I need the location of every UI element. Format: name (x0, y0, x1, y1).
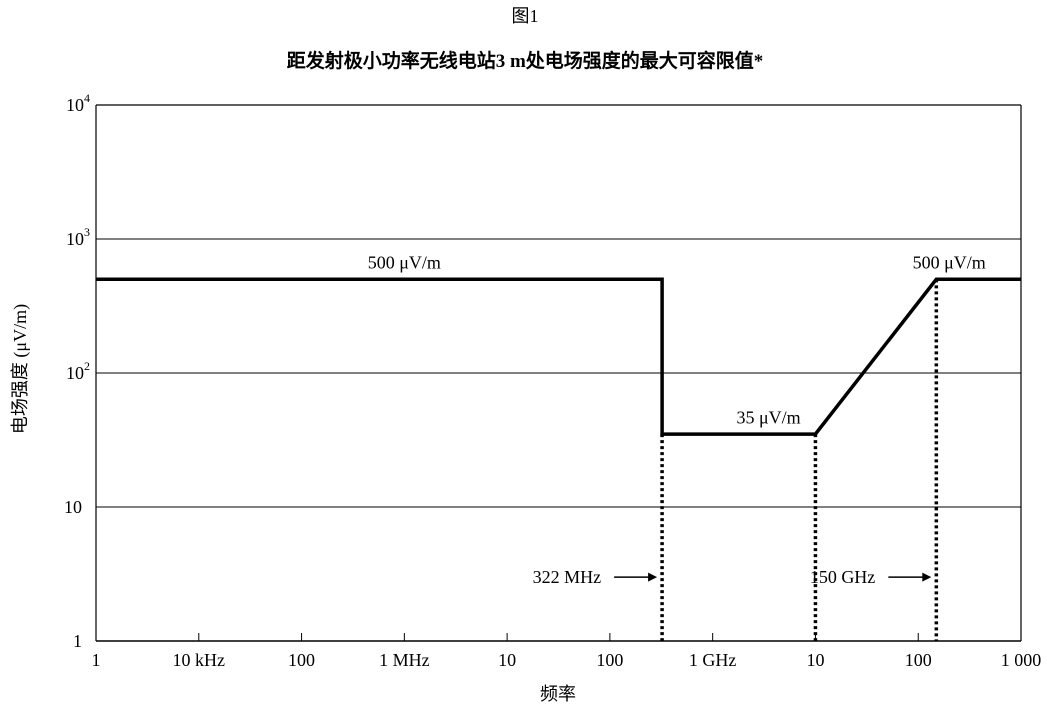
x-tick-label: 100 (596, 650, 623, 670)
value-annotation: 500 μV/m (368, 253, 441, 273)
text-layer: 图1 距发射极小功率无线电站3 m处电场强度的最大可容限值* 频率 电场强度 (… (10, 6, 986, 704)
grid-layer (96, 104, 1021, 508)
y-tick-label: 104 (66, 91, 90, 115)
y-tick-label: 10 (64, 497, 82, 517)
value-annotation: 35 μV/m (737, 407, 801, 427)
x-tick-label: 10 (806, 650, 824, 670)
limit-line (96, 277, 1021, 436)
marker-label: 150 GHz (810, 567, 876, 587)
x-tick-label: 100 (905, 650, 932, 670)
x-tick-label: 1 MHz (379, 650, 430, 670)
y-axis-label: 电场强度 (μV/m) (10, 304, 31, 434)
marker-arrow-head (922, 572, 932, 582)
x-axis-label: 频率 (540, 684, 576, 704)
series-layer (96, 277, 1021, 436)
x-tick-label: 1 000 (1001, 650, 1042, 670)
axis-layer: 1 10 102 103 104 1 10 kHz 100 1 MHz 10 100 1 GHz 10 1… (64, 91, 1041, 670)
marker-arrow-head (648, 572, 658, 582)
y-tick-label: 102 (66, 359, 90, 383)
figure-label: 图1 (512, 6, 539, 26)
x-tick-label: 10 (498, 650, 516, 670)
marker-layer (614, 279, 939, 641)
y-tick-label: 103 (66, 225, 90, 249)
x-tick-label: 1 (92, 650, 101, 670)
chart-title: 距发射极小功率无线电站3 m处电场强度的最大可容限值* (287, 49, 764, 72)
x-tick-label: 1 GHz (689, 650, 737, 670)
y-tick-label: 1 (73, 631, 82, 651)
marker-label: 322 MHz (533, 567, 602, 587)
value-annotation: 500 μV/m (913, 253, 986, 273)
x-tick-label: 10 kHz (173, 650, 226, 670)
x-tick-label: 100 (288, 650, 315, 670)
